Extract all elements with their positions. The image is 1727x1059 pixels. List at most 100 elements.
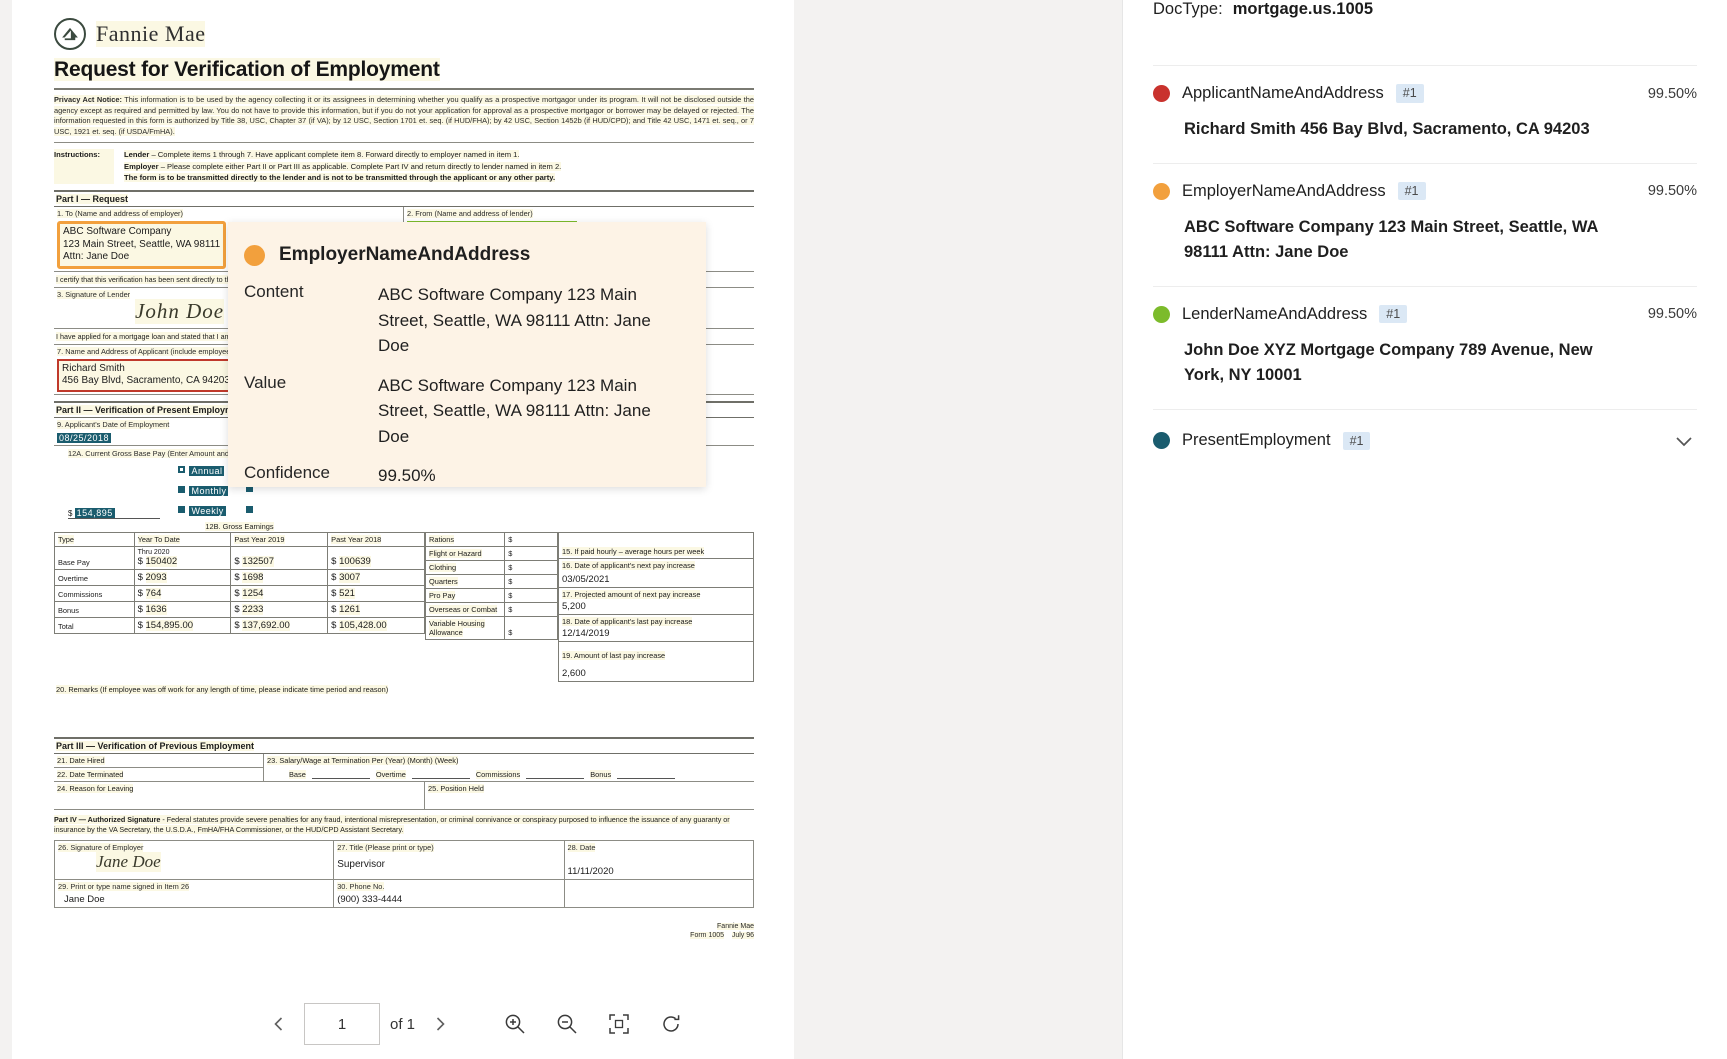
item-22[interactable]: 22. Date Terminated (57, 769, 124, 779)
item-17-value: 5,200 (562, 600, 586, 612)
pay-period-group-1[interactable]: Annual Monthly Weekly (178, 461, 229, 519)
allowance-amount: $ (504, 587, 558, 603)
ytd-note: Thru 2020 (137, 548, 170, 556)
previous-page-button[interactable] (264, 1009, 294, 1039)
item-28-value: 11/11/2020 (567, 865, 614, 877)
item-7-applicant[interactable]: 7. Name and Address of Applicant (includ… (54, 345, 754, 395)
checkbox-monthly-icon[interactable] (178, 486, 185, 493)
instr-lender-text: – Complete items 1 through 7. Have appli… (149, 149, 520, 159)
popup-key: Value (244, 372, 287, 392)
cell-value: 150402 (145, 555, 178, 567)
cell-value: 1261 (339, 603, 361, 615)
form-1005: Fannie Mae Request for Verification of E… (54, 18, 755, 942)
allowance-amount: $ (504, 559, 558, 575)
popup-value: ABC Software Company 123 Main Street, Se… (378, 375, 651, 446)
field-color-dot-icon (1153, 432, 1170, 450)
field-value[interactable]: Richard Smith 456 Bay Blvd, Sacramento, … (1184, 120, 1590, 138)
item-1-employer[interactable]: 1. To (Name and address of employer) ABC… (54, 207, 404, 271)
item-30-value: (900) 333-4444 (337, 893, 403, 905)
row-label: Overtime (54, 568, 135, 586)
item-19: 19. Amount of last pay increase 2,600 (558, 640, 754, 682)
table-row-total: Total $ 154,895.00 $ 137,692.00 $ 105,42… (54, 616, 425, 634)
table-row: Base Pay Thru 2020 $ 150402 $ 132507 $ 10… (54, 545, 425, 570)
row-label: Base Pay (54, 545, 135, 570)
field-confidence: 99.50% (1647, 183, 1697, 200)
document-viewer[interactable]: Fannie Mae Request for Verification of E… (0, 0, 1122, 1059)
col-past-year-1: Past Year 2019 (234, 534, 285, 544)
rotate-icon[interactable] (656, 1009, 686, 1039)
gross-base-pay-amount[interactable]: 154,895 (74, 507, 115, 518)
item-21[interactable]: 21. Date Hired (54, 754, 263, 768)
part-4-header: Part IV — Authorized Signature - Federal… (54, 814, 754, 836)
table-row: Commissions $ 764 $ 1254 $ 521 (54, 584, 425, 602)
extraction-results-panel: DocType: mortgage.us.1005 ApplicantNameA… (1122, 0, 1727, 1059)
field-confidence: 99.50% (1647, 306, 1697, 323)
field-value[interactable]: John Doe XYZ Mortgage Company 789 Avenue… (1184, 340, 1593, 385)
employer-name-address-value[interactable]: ABC Software Company 123 Main Street, Se… (57, 221, 227, 269)
popup-header: EmployerNameAndAddress (244, 244, 680, 266)
item-26-28-row: 26. Signature of Employer Jane Doe 27. T… (54, 839, 754, 880)
item-23-base-label: Base (289, 769, 306, 779)
allowance-amount: $ (504, 615, 558, 640)
zoom-out-icon[interactable] (552, 1009, 582, 1039)
pager: of 1 (264, 1003, 455, 1045)
item-23-overtime-label: Overtime (375, 769, 406, 779)
field-header[interactable]: PresentEmployment #1 (1153, 428, 1697, 454)
footer-brand: Fannie Mae (717, 922, 754, 930)
table-row: Variable Housing Allowance $ (424, 615, 558, 640)
cell-value: 105,428.00 (339, 619, 387, 631)
form-footer: Fannie Mae Form 1005 July 96 (54, 922, 754, 942)
part-4-title: Part IV — Authorized Signature (54, 814, 161, 824)
instr-employer-label: Employer (124, 161, 159, 171)
table-row: Pro Pay $ (424, 587, 558, 603)
fit-to-page-icon[interactable] (604, 1009, 634, 1039)
item-25[interactable]: 25. Position Held (428, 783, 484, 793)
next-page-button[interactable] (425, 1009, 455, 1039)
field-header[interactable]: EmployerNameAndAddress #1 99.50% (1153, 182, 1697, 201)
pay-period-group-2[interactable] (246, 480, 254, 519)
pay-period-annual[interactable]: Annual (189, 465, 225, 476)
checkbox-other-icon[interactable] (246, 506, 254, 513)
item-20-remarks[interactable]: 20. Remarks (If employee was off work fo… (56, 684, 389, 694)
item-24[interactable]: 24. Reason for Leaving (54, 781, 425, 809)
field-lender-name-and-address[interactable]: LenderNameAndAddress #1 99.50% John Doe … (1153, 287, 1697, 410)
field-employer-name-and-address[interactable]: EmployerNameAndAddress #1 99.50% ABC Sof… (1153, 164, 1697, 287)
item-19-value: 2,600 (562, 667, 586, 679)
field-value[interactable]: ABC Software Company 123 Main Street, Se… (1184, 217, 1598, 262)
instr-employer-text: – Please complete either Part II or Part… (158, 161, 562, 171)
item-16: 16. Date of applicant's next pay increas… (558, 557, 754, 588)
field-index-badge: #1 (1397, 181, 1426, 201)
item-12a-caption: 12A. Current Gross Base Pay (Enter Amoun… (68, 448, 278, 458)
applicant-name-address-value[interactable]: Richard Smith 456 Bay Blvd, Sacramento, … (57, 358, 235, 392)
item-15: 15. If paid hourly – average hours per w… (558, 531, 754, 559)
field-applicant-name-and-address[interactable]: ApplicantNameAndAddress #1 99.50% Richar… (1153, 66, 1697, 164)
field-present-employment[interactable]: PresentEmployment #1 (1153, 410, 1697, 474)
table-row: Overseas or Combat $ (424, 601, 558, 617)
field-label: PresentEmployment (1182, 431, 1331, 450)
item-19-caption: 19. Amount of last pay increase (562, 650, 666, 660)
chevron-down-icon[interactable] (1671, 428, 1697, 454)
pay-period-monthly[interactable]: Monthly (189, 485, 229, 496)
zoom-in-icon[interactable] (500, 1009, 530, 1039)
row-label: Commissions (54, 584, 135, 602)
popup-row-content: Content ABC Software Company 123 Main St… (244, 282, 680, 359)
item-23: 23. Salary/Wage at Termination Per (Year… (264, 754, 754, 781)
earnings-section: 12B. Gross Earnings Type Year To Date Pa… (54, 521, 754, 682)
table-row: Rations $ (424, 531, 558, 547)
checkbox-weekly-icon[interactable] (178, 506, 185, 513)
field-header[interactable]: ApplicantNameAndAddress #1 99.50% (1153, 84, 1697, 103)
date-of-employment-value[interactable]: 08/25/2018 (57, 432, 112, 443)
checkbox-annual-icon[interactable] (178, 466, 185, 473)
lender-signature: John Doe (135, 298, 225, 324)
field-header[interactable]: LenderNameAndAddress #1 99.50% (1153, 305, 1697, 324)
item-27-value: Supervisor (337, 858, 385, 870)
field-label: EmployerNameAndAddress (1182, 181, 1386, 200)
field-color-dot-icon (244, 244, 265, 266)
page-number-input[interactable] (304, 1003, 380, 1045)
doctype-value: mortgage.us.1005 (1232, 0, 1374, 18)
field-color-dot-icon (1153, 305, 1170, 323)
pay-period-weekly[interactable]: Weekly (189, 505, 226, 516)
document-page: Fannie Mae Request for Verification of E… (12, 0, 794, 989)
privacy-text: This information is to be used by the ag… (54, 95, 755, 137)
item-21-23-row: 21. Date Hired 22. Date Terminated 23. S… (54, 753, 754, 782)
